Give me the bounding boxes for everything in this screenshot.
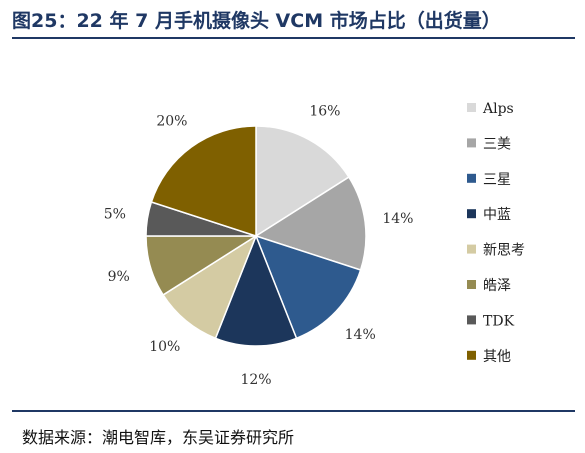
legend-swatch: [467, 315, 476, 325]
pie-slices: [145, 125, 367, 347]
pie-slice-2: [254, 176, 367, 271]
legend-swatch: [467, 244, 476, 254]
value-labels: 16% 14% 14% 12% 10% 9% 5% 20%: [104, 104, 414, 388]
legend-swatch: [467, 103, 476, 112]
legend-item: 三美: [467, 136, 511, 152]
legend-label: TDK: [483, 313, 515, 329]
slice-value-label: 14%: [382, 211, 413, 227]
pie-slice-3: [254, 234, 362, 340]
legend-label: 中蓝: [483, 207, 511, 223]
slice-value-label: 14%: [345, 327, 376, 343]
legend-label: 三星: [483, 172, 511, 188]
source-note: 数据来源：潮电智库，东吴证券研究所: [22, 428, 295, 447]
legend-item: TDK: [467, 313, 515, 329]
legend-swatch: [467, 209, 476, 219]
slice-value-label: 12%: [240, 372, 271, 388]
title-divider: [12, 37, 575, 39]
legend-item: 皓泽: [467, 278, 511, 294]
slice-value-label: 16%: [309, 104, 340, 120]
legend-item: 其他: [467, 349, 511, 365]
slice-value-label: 10%: [149, 339, 180, 355]
legend-label: Alps: [482, 101, 514, 117]
pie-slice-4: [214, 233, 298, 347]
legend-swatch: [467, 350, 476, 360]
legend-swatch: [467, 138, 476, 148]
legend-label: 皓泽: [483, 278, 511, 294]
legend-item: 三星: [467, 172, 511, 188]
legend-item: 新思考: [467, 243, 525, 259]
legend-item: Alps: [467, 101, 514, 117]
pie-slice-1: [255, 125, 350, 238]
legend-swatch: [467, 173, 476, 183]
legend-label: 其他: [483, 349, 511, 365]
slice-value-label: 5%: [104, 207, 126, 223]
pie-slice-8: [150, 125, 257, 238]
legend-label: 新思考: [483, 243, 525, 259]
legend-label: 三美: [483, 136, 511, 152]
slice-value-label: 9%: [108, 269, 130, 285]
legend-item: 中蓝: [467, 207, 511, 223]
source-divider: [12, 410, 575, 412]
legend-swatch: [467, 280, 476, 289]
chart-title: 图25：22 年 7 月手机摄像头 VCM 市场占比（出货量）: [12, 10, 501, 32]
slice-value-label: 20%: [156, 113, 187, 129]
